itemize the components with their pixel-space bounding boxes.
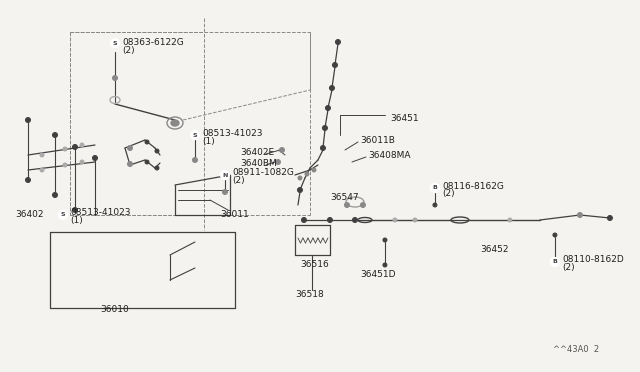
Circle shape (52, 192, 58, 198)
Circle shape (63, 163, 67, 167)
Circle shape (145, 140, 149, 144)
Text: 08110-8162D: 08110-8162D (562, 256, 623, 264)
Text: 36402: 36402 (15, 211, 44, 219)
Circle shape (577, 212, 582, 218)
Circle shape (323, 125, 328, 131)
Text: N: N (222, 173, 228, 177)
Circle shape (553, 233, 557, 237)
Text: 36547: 36547 (330, 193, 358, 202)
Text: (2): (2) (232, 176, 244, 185)
Text: 36451: 36451 (390, 113, 419, 122)
Circle shape (223, 189, 227, 195)
Text: 36011: 36011 (220, 211, 249, 219)
Circle shape (298, 187, 303, 192)
Text: 36451D: 36451D (360, 270, 396, 279)
Circle shape (26, 118, 31, 122)
Text: 36518: 36518 (295, 291, 324, 299)
Circle shape (305, 172, 309, 176)
Text: 08911-1082G: 08911-1082G (232, 167, 294, 176)
Circle shape (275, 160, 280, 164)
Circle shape (127, 145, 132, 151)
Text: ^^43A0  2: ^^43A0 2 (553, 346, 599, 355)
Text: (2): (2) (122, 45, 134, 55)
Circle shape (360, 202, 365, 208)
Text: 36402E: 36402E (240, 148, 274, 157)
Circle shape (52, 132, 58, 138)
Circle shape (111, 39, 120, 48)
Circle shape (40, 168, 44, 172)
Circle shape (80, 160, 84, 164)
Circle shape (191, 131, 200, 140)
Circle shape (508, 218, 512, 222)
Circle shape (383, 263, 387, 267)
Text: (1): (1) (202, 137, 215, 145)
Circle shape (72, 144, 77, 150)
Circle shape (312, 168, 316, 172)
Circle shape (63, 147, 67, 151)
Text: S: S (113, 41, 117, 45)
Text: B: B (552, 260, 557, 264)
Circle shape (413, 218, 417, 222)
Circle shape (301, 218, 307, 222)
Text: S: S (61, 212, 65, 218)
Circle shape (193, 157, 198, 163)
Circle shape (40, 153, 44, 157)
Circle shape (113, 76, 118, 80)
Ellipse shape (171, 120, 179, 126)
Text: 36011B: 36011B (360, 135, 395, 144)
Text: 36010: 36010 (100, 305, 129, 314)
Text: 08116-8162G: 08116-8162G (442, 182, 504, 190)
Circle shape (431, 183, 440, 192)
Circle shape (298, 176, 302, 180)
Text: 36408MA: 36408MA (368, 151, 410, 160)
Circle shape (433, 203, 437, 207)
Circle shape (80, 143, 84, 147)
Circle shape (72, 208, 77, 212)
Circle shape (607, 215, 612, 221)
Circle shape (330, 86, 335, 90)
Circle shape (393, 218, 397, 222)
Circle shape (344, 202, 349, 208)
Circle shape (550, 257, 559, 266)
Circle shape (220, 170, 230, 180)
Circle shape (155, 149, 159, 153)
Circle shape (26, 177, 31, 183)
Circle shape (58, 211, 67, 219)
Text: 08513-41023: 08513-41023 (70, 208, 131, 218)
Circle shape (280, 148, 284, 153)
Circle shape (383, 238, 387, 242)
Text: 3640BM: 3640BM (240, 158, 276, 167)
Circle shape (93, 155, 97, 160)
Text: 08513-41023: 08513-41023 (202, 128, 262, 138)
Circle shape (155, 166, 159, 170)
Circle shape (326, 106, 330, 110)
Text: 08363-6122G: 08363-6122G (122, 38, 184, 46)
Circle shape (335, 39, 340, 45)
Circle shape (328, 218, 332, 222)
Text: (2): (2) (562, 263, 575, 272)
Text: S: S (193, 132, 197, 138)
Text: (1): (1) (70, 217, 83, 225)
Circle shape (145, 160, 149, 164)
Circle shape (127, 161, 132, 167)
Text: B: B (433, 186, 437, 190)
Text: (2): (2) (442, 189, 454, 199)
Circle shape (353, 218, 358, 222)
Text: 36452: 36452 (480, 246, 508, 254)
Circle shape (332, 62, 337, 67)
Text: 36516: 36516 (300, 260, 329, 269)
Circle shape (321, 145, 326, 151)
